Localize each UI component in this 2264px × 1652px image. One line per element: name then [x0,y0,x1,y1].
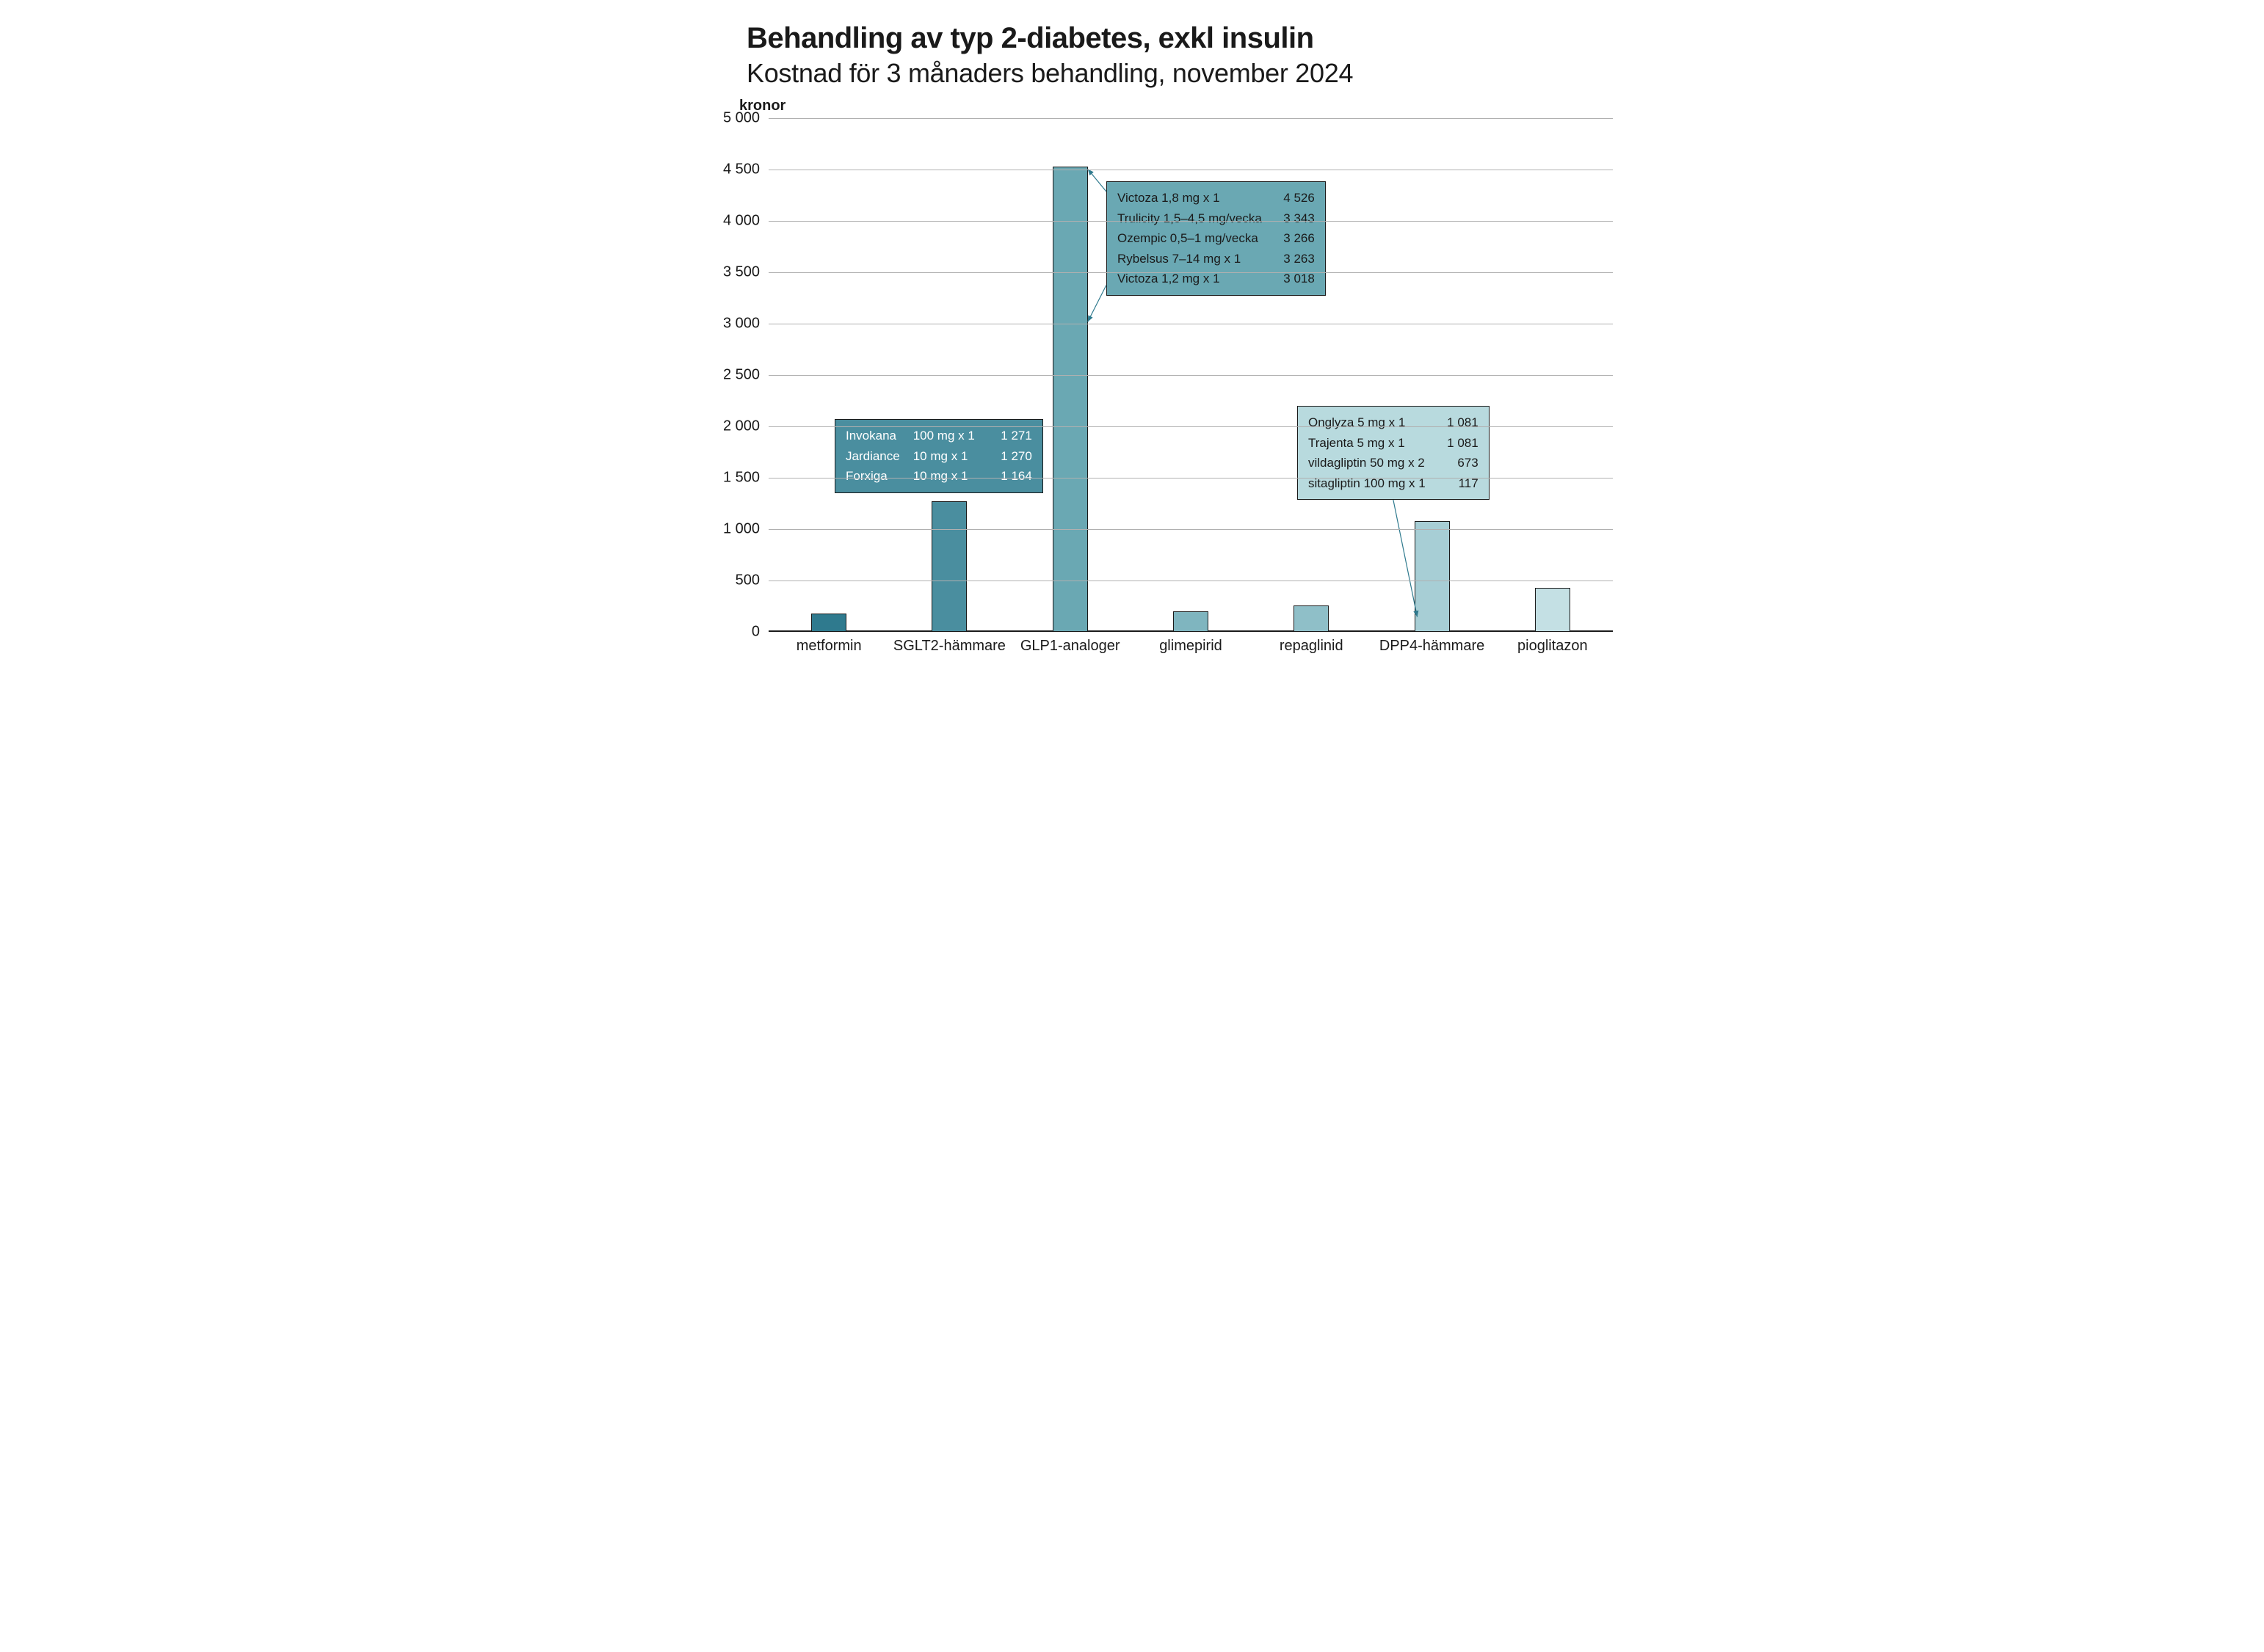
callout-row: sitagliptin 100 mg x 1117 [1308,473,1479,494]
callout-drug-value: 1 081 [1439,433,1479,454]
callout-sglt2: Invokana100 mg x 11 271Jardiance10 mg x … [835,419,1043,493]
callout-drug-name: Forxiga [846,466,913,487]
gridline [769,221,1613,222]
callout-drug-value: 4 526 [1275,188,1315,208]
callout-row: Jardiance10 mg x 11 270 [846,446,1032,467]
callout-row: Forxiga10 mg x 11 164 [846,466,1032,487]
gridline [769,529,1613,530]
callout-drug-value: 1 081 [1439,412,1479,433]
y-tick-label: 3 000 [701,316,769,332]
callout-drug-value: 3 266 [1275,228,1315,249]
callout-dpp4: Onglyza 5 mg x 11 081Trajenta 5 mg x 11 … [1297,406,1490,500]
callout-drug-name: vildagliptin 50 mg x 2 [1308,453,1439,473]
gridline [769,272,1613,273]
callout-row: Victoza 1,8 mg x 14 526 [1117,188,1315,208]
callout-drug-value: 117 [1439,473,1479,494]
callout-row: Trulicity 1,5–4,5 mg/vecka3 343 [1117,208,1315,229]
bar-glimepirid [1173,611,1208,632]
callout-drug-name: Onglyza 5 mg x 1 [1308,412,1439,433]
chart-area: kronor Invokana100 mg x 11 271Jardiance1… [703,118,1628,655]
bar-dpp4-h-mmare [1415,521,1450,632]
callout-row: Rybelsus 7–14 mg x 13 263 [1117,249,1315,269]
callout-drug-name: Victoza 1,8 mg x 1 [1117,188,1275,208]
callout-row: Invokana100 mg x 11 271 [846,426,1032,446]
callout-drug-name: Trajenta 5 mg x 1 [1308,433,1439,454]
x-axis-label: metformin [769,632,889,655]
x-axis-label: SGLT2-hämmare [889,632,1009,655]
x-axis-label: glimepirid [1131,632,1251,655]
page: Behandling av typ 2-diabetes, exkl insul… [629,0,1635,677]
gridline [769,375,1613,376]
callout-drug-value: 1 270 [993,446,1032,467]
callout-drug-value: 673 [1439,453,1479,473]
callout-glp1: Victoza 1,8 mg x 14 526Trulicity 1,5–4,5… [1106,181,1326,296]
callout-drug-name: Trulicity 1,5–4,5 mg/vecka [1117,208,1275,229]
gridline [769,118,1613,119]
y-tick-label: 3 500 [701,264,769,281]
y-tick-label: 4 500 [701,161,769,178]
callout-drug-name: Invokana [846,426,913,446]
x-axis-label: repaglinid [1251,632,1371,655]
y-tick-label: 2 000 [701,418,769,435]
y-tick-label: 500 [701,572,769,589]
callout-drug-value: 3 343 [1275,208,1315,229]
callout-dpp4-table: Onglyza 5 mg x 11 081Trajenta 5 mg x 11 … [1308,412,1479,493]
callout-glp1-table: Victoza 1,8 mg x 14 526Trulicity 1,5–4,5… [1117,188,1315,289]
callout-drug-dose: 10 mg x 1 [913,446,993,467]
callout-row: vildagliptin 50 mg x 2673 [1308,453,1479,473]
callout-drug-name: Jardiance [846,446,913,467]
callout-row: Trajenta 5 mg x 11 081 [1308,433,1479,454]
callout-drug-value: 3 263 [1275,249,1315,269]
x-axis-label: DPP4-hämmare [1371,632,1492,655]
y-tick-label: 1 500 [701,470,769,487]
chart-title: Behandling av typ 2-diabetes, exkl insul… [747,22,1606,55]
bar-metformin [811,614,846,632]
callout-drug-name: sitagliptin 100 mg x 1 [1308,473,1439,494]
y-tick-label: 4 000 [701,213,769,230]
y-tick-label: 0 [701,624,769,641]
y-tick-label: 2 500 [701,367,769,384]
callout-row: Onglyza 5 mg x 11 081 [1308,412,1479,433]
bar-repaglinid [1294,605,1329,632]
chart-subtitle: Kostnad för 3 månaders behandling, novem… [747,58,1606,89]
x-axis-label: pioglitazon [1492,632,1613,655]
plot-area: Invokana100 mg x 11 271Jardiance10 mg x … [769,118,1613,632]
callout-drug-name: Ozempic 0,5–1 mg/vecka [1117,228,1275,249]
bar-pioglitazon [1535,588,1570,632]
gridline [769,478,1613,479]
bar-glp1-analoger [1053,167,1088,632]
gridline [769,426,1613,427]
x-axis-label: GLP1-analoger [1010,632,1131,655]
callout-drug-dose: 100 mg x 1 [913,426,993,446]
y-tick-label: 1 000 [701,521,769,538]
callout-drug-name: Rybelsus 7–14 mg x 1 [1117,249,1275,269]
y-tick-label: 5 000 [701,110,769,127]
callout-row: Ozempic 0,5–1 mg/vecka3 266 [1117,228,1315,249]
bar-sglt2-h-mmare [932,501,967,632]
x-axis-labels: metforminSGLT2-hämmareGLP1-analogerglime… [769,632,1613,655]
callout-drug-value: 1 164 [993,466,1032,487]
callout-drug-value: 1 271 [993,426,1032,446]
callout-drug-dose: 10 mg x 1 [913,466,993,487]
